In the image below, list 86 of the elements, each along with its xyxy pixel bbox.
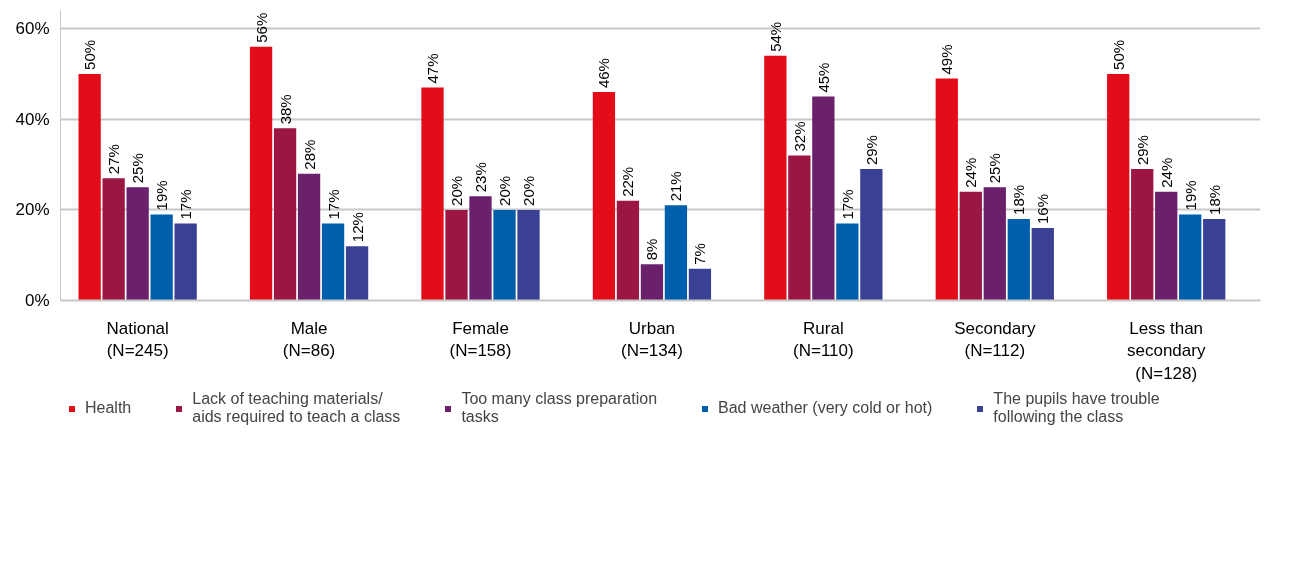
legend-label: Too many class preparation tasks (461, 390, 658, 426)
bar (297, 173, 321, 301)
bar (935, 78, 958, 301)
legend-label: The pupils have trouble following the class (993, 390, 1160, 426)
data-label: 32% (790, 121, 808, 152)
bar (836, 223, 859, 301)
data-label: 50% (81, 39, 99, 70)
bar (445, 209, 468, 301)
data-label: 19% (153, 180, 171, 211)
bar (1179, 214, 1202, 301)
data-label: 12% (348, 212, 366, 243)
data-label: 20% (496, 175, 513, 206)
data-label: 54% (766, 21, 784, 52)
data-label: 18% (1010, 184, 1028, 215)
bar (1203, 218, 1226, 301)
data-label: 24% (962, 157, 980, 188)
data-label: 19% (1181, 180, 1199, 211)
legend-label: Health (85, 399, 132, 417)
data-label: 17% (177, 189, 195, 220)
data-label: 50% (1109, 39, 1127, 70)
data-label: 17% (324, 189, 342, 220)
bar (812, 96, 835, 301)
x-tick-label: Male (N=86) (282, 318, 336, 361)
data-label: 25% (986, 153, 1004, 184)
data-label: 25% (129, 153, 147, 184)
bar (273, 128, 297, 301)
bar (126, 187, 149, 301)
bar (102, 178, 125, 301)
bar (1155, 191, 1178, 301)
bar (1107, 73, 1130, 301)
bar (345, 246, 369, 301)
bar (1007, 218, 1030, 301)
bar (616, 200, 640, 301)
x-tick-label: National (N=245) (106, 318, 169, 361)
data-label: 49% (938, 44, 956, 75)
data-label: 28% (300, 139, 318, 170)
data-label: 45% (814, 62, 832, 93)
data-label: 24% (1157, 157, 1175, 188)
x-tick-label: Urban (N=134) (620, 318, 683, 361)
data-label: 16% (1034, 193, 1052, 224)
legend-label: Bad weather (very cold or hot) (718, 399, 933, 417)
data-label: 21% (667, 171, 685, 202)
data-label: 7% (691, 243, 709, 265)
bar (959, 191, 982, 301)
y-tick-label: 60% (15, 19, 50, 39)
bar (1031, 228, 1054, 301)
bar (592, 92, 616, 301)
data-label: 38% (276, 94, 294, 125)
y-tick-label: 20% (15, 200, 50, 220)
data-label: 56% (252, 12, 270, 43)
data-label: 27% (105, 144, 123, 175)
bar (493, 209, 516, 301)
data-label: 29% (862, 135, 880, 166)
bar (469, 196, 492, 301)
bar (421, 87, 444, 301)
data-label: 46% (595, 58, 613, 89)
bar (517, 209, 540, 301)
bar (788, 155, 811, 301)
y-tick-label: 40% (15, 109, 50, 129)
bar (688, 268, 712, 301)
bar (664, 205, 688, 301)
data-label: 47% (424, 53, 441, 84)
data-label: 18% (1205, 184, 1223, 215)
bar (860, 169, 883, 301)
data-label: 22% (619, 166, 637, 197)
bar (321, 223, 345, 301)
bar (249, 46, 273, 301)
data-label: 20% (448, 175, 465, 206)
data-label: 29% (1133, 135, 1151, 166)
data-label: 23% (472, 162, 489, 193)
x-tick-label: Female (N=158) (449, 318, 512, 361)
y-tick-label: 0% (24, 291, 50, 310)
data-label: 17% (838, 189, 856, 220)
bar (150, 214, 173, 301)
x-tick-label: Secondary (N=112) (954, 318, 1036, 361)
legend-label: Lack of teaching materials/ aids required to teach a class (192, 390, 401, 426)
bar (640, 264, 664, 301)
x-tick-label: Less than secondary (N=128) (1127, 318, 1206, 384)
bar (174, 223, 197, 301)
bar (764, 55, 787, 301)
bar (78, 73, 101, 301)
data-label: 20% (520, 175, 537, 206)
bar (983, 187, 1006, 301)
x-tick-label: Rural (N=110) (793, 318, 854, 361)
bar (1131, 169, 1154, 301)
data-label: 8% (643, 238, 661, 261)
